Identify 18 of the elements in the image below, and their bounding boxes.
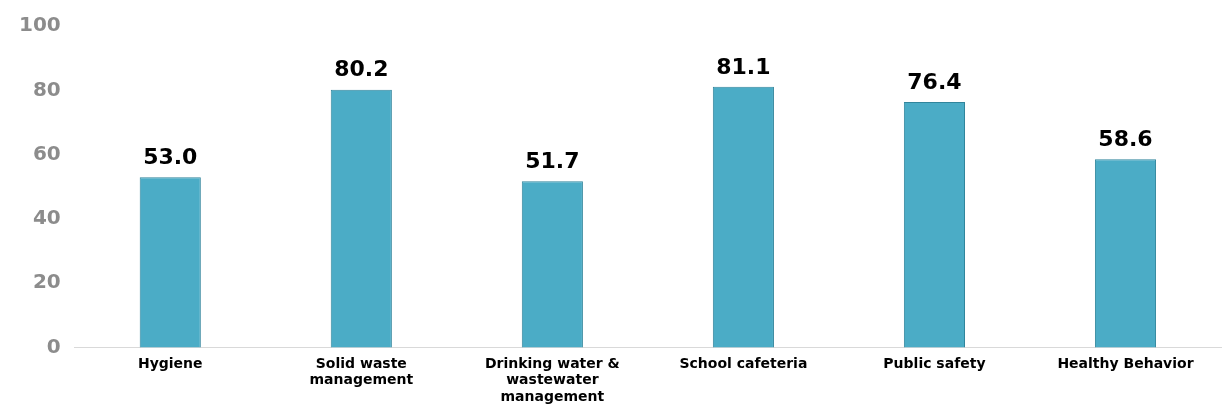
x-tick-label: School cafeteria (679, 354, 808, 371)
data-label: 58.6 (1098, 125, 1153, 151)
y-tick-label: 0 (46, 333, 61, 358)
y-tick-label: 60 (32, 140, 61, 165)
data-label: 81.1 (716, 53, 771, 79)
data-label: 80.2 (334, 56, 389, 82)
y-tick-label: 80 (32, 76, 61, 101)
x-tick-label: Hygiene (137, 354, 203, 371)
data-label: 51.7 (525, 148, 580, 174)
data-label: 76.4 (907, 68, 962, 94)
y-tick-label: 100 (19, 12, 61, 37)
x-tick-label: Public safety (883, 354, 986, 371)
data-label: 53.0 (143, 143, 198, 169)
x-tick-label: Solid waste management (309, 354, 414, 388)
x-tick-label: Healthy Behavior (1057, 354, 1194, 371)
x-tick-label: Drinking water & wastewater management (484, 354, 620, 405)
y-tick-label: 40 (32, 205, 61, 230)
y-tick-label: 20 (32, 269, 61, 294)
